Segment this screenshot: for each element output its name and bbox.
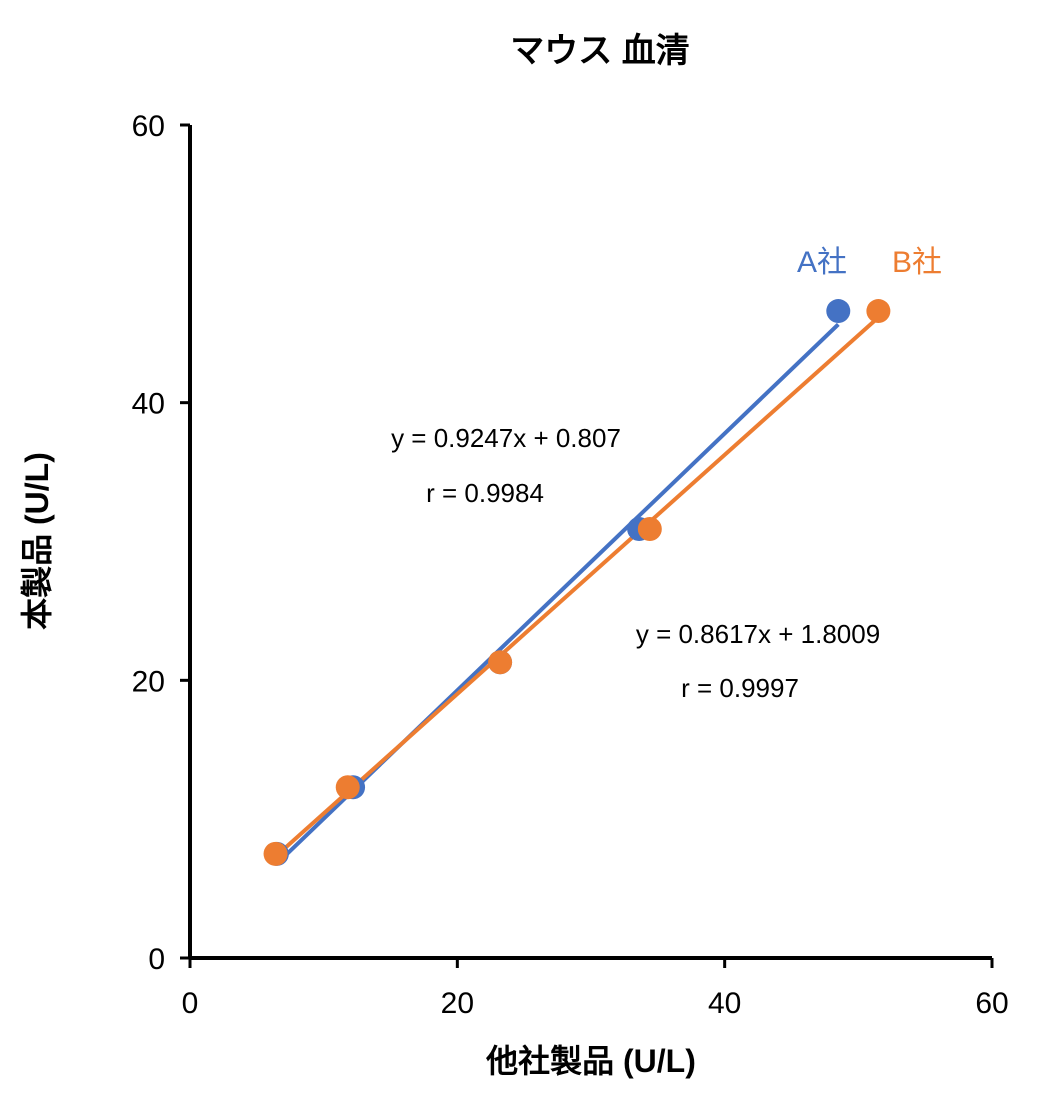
chart-title: マウス 血清 xyxy=(510,32,689,70)
x-tick-label: 0 xyxy=(182,987,199,1020)
data-point-a xyxy=(826,299,851,324)
series-label-a: A社 xyxy=(797,246,847,279)
annotations-layer: A社 B社 y = 0.9247x + 0.807 r = 0.9984 y = 0.8… xyxy=(391,246,942,703)
y-tick-label: 0 xyxy=(148,943,165,976)
trendlines-layer xyxy=(274,315,880,866)
r-value-a: r = 0.9984 xyxy=(426,478,544,508)
x-axis-title: 他社製品 (U/L) xyxy=(485,1043,696,1079)
y-tick-label: 40 xyxy=(132,388,165,421)
y-tick-label: 60 xyxy=(132,110,165,143)
data-point-b xyxy=(637,517,662,542)
points-layer xyxy=(263,299,891,866)
equation-a: y = 0.9247x + 0.807 xyxy=(391,423,621,453)
data-point-b xyxy=(488,650,513,675)
trendline-b xyxy=(274,315,880,859)
data-point-b xyxy=(866,299,891,324)
data-point-b xyxy=(263,841,288,866)
series-label-b: B社 xyxy=(892,246,942,279)
y-axis-title: 本製品 (U/L) xyxy=(19,452,55,630)
x-tick-label: 20 xyxy=(441,987,474,1020)
x-tick-label: 40 xyxy=(708,987,741,1020)
x-tick-label: 60 xyxy=(975,987,1008,1020)
data-point-b xyxy=(335,775,360,800)
ticks-layer: 0 20 40 60 0 20 40 60 xyxy=(132,110,1009,1020)
equation-b: y = 0.8617x + 1.8009 xyxy=(636,619,880,649)
y-tick-label: 20 xyxy=(132,665,165,698)
r-value-b: r = 0.9997 xyxy=(681,673,799,703)
